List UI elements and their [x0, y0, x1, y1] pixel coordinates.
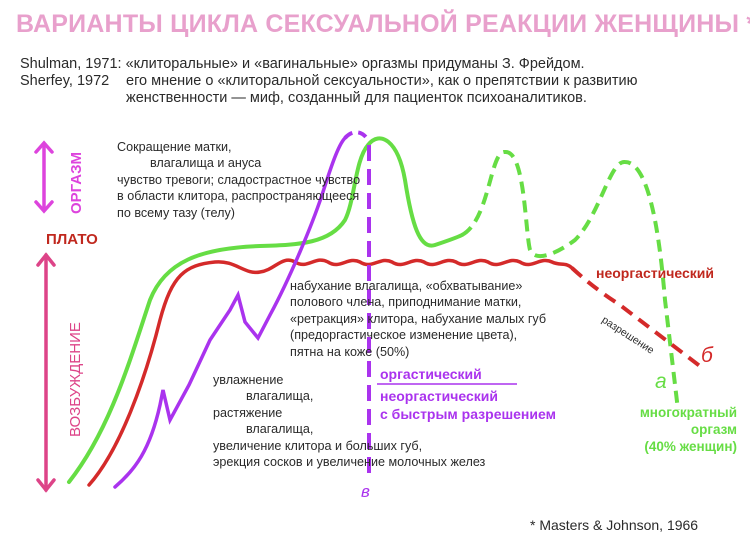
reference-shulman: Shulman, 1971: «клиторальные» и «вагинал… [20, 56, 585, 73]
note-line: набухание влагалища, «обхватывание» [290, 279, 523, 293]
reference-text: «клиторальные» и «вагинальные» оргазмы п… [125, 56, 585, 72]
label-b-nonorgasmic: неоргастический [596, 265, 714, 281]
note-line: чувство тревоги; сладострастное чувство [117, 172, 361, 187]
letter-a: а [655, 370, 667, 393]
note-line: по всему тазу (телу) [117, 205, 235, 220]
reference-sherfey-line2: женственности — миф, созданный для пацие… [126, 90, 587, 106]
reference-sherfey-author: Sherfey, 1972 [20, 73, 110, 89]
note-line: увлажнение [213, 373, 284, 387]
note-line: влагалища, [246, 389, 314, 404]
note-line: пятна на коже (50%) [290, 344, 410, 359]
curve-b-solid [87, 258, 574, 487]
orgasm-notes: Сокращение матки, влагалища и ануса чувс… [117, 139, 360, 221]
plateau-notes: набухание влагалища, «обхватывание» поло… [290, 278, 546, 360]
note-line: (предоргастическое изменение цвета), [290, 328, 518, 343]
note-line: влагалища, [246, 422, 314, 437]
label-c-nonorgasmic: неоргастический [380, 388, 498, 404]
orgasm-arrow-icon [34, 140, 54, 214]
letter-c: в [361, 482, 370, 501]
footnote: * Masters & Johnson, 1966 [530, 517, 699, 533]
curve-b-dashed [570, 266, 707, 372]
note-line: влагалища и ануса [150, 156, 262, 171]
label-line: многократный [639, 405, 737, 420]
note-line: полового члена, приподнимание матки, [290, 295, 522, 310]
reference-author: Shulman, 1971: [20, 56, 122, 72]
curve-a-dashed [460, 150, 680, 411]
label-c-fast-resolution: с быстрым разрешением [380, 406, 556, 422]
reference-sherfey-line1: его мнение о «клиторальной сексуальности… [126, 73, 638, 89]
phase-label-excitement: ВОЗБУЖДЕНИЕ [67, 322, 84, 437]
note-line: в области клитора, распространяющееся [117, 189, 360, 204]
curve-c-solid [113, 136, 347, 489]
excitement-arrow-icon [36, 252, 56, 493]
label-line: оргазм [690, 422, 737, 437]
phase-label-plateau: ПЛАТО [46, 231, 98, 248]
letter-b: б [701, 344, 713, 367]
label-c-orgasmic: оргастический [380, 366, 482, 382]
curve-c-dashed-peak [343, 130, 370, 142]
excitement-notes: увлажнение влагалища, растяжение влагали… [213, 372, 485, 470]
label-line: (40% женщин) [644, 439, 737, 454]
note-line: растяжение [213, 405, 283, 420]
note-line: эрекция сосков и увеличение молочных жел… [213, 455, 486, 470]
note-line: увеличение клитора и больших губ, [213, 438, 423, 453]
curve-a-solid [67, 136, 464, 484]
label-a-multiple-orgasm: многократный оргазм (40% женщин) [605, 404, 737, 455]
note-line: «ретракция» клитора, набухание малых губ [290, 311, 547, 326]
note-line: Сокращение матки, [117, 140, 232, 154]
phase-label-orgasm: ОРГАЗМ [68, 152, 85, 214]
page-title: ВАРИАНТЫ ЦИКЛА СЕКСУАЛЬНОЙ РЕАКЦИИ ЖЕНЩИ… [16, 10, 750, 38]
